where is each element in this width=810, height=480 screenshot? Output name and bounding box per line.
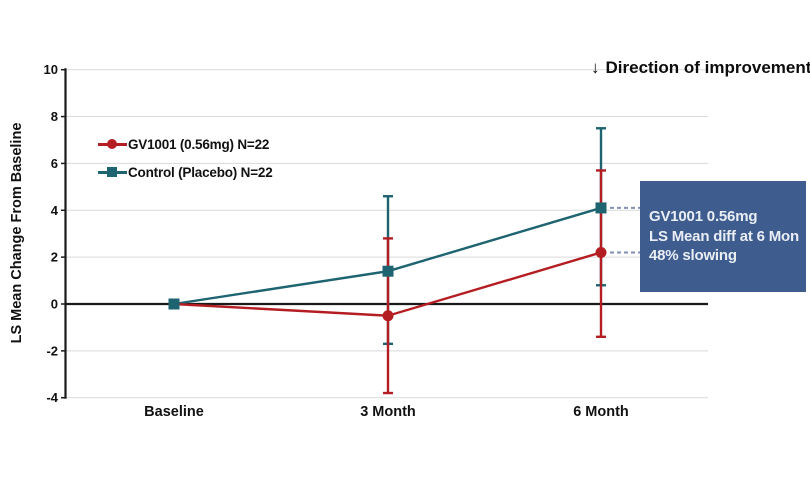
legend: GV1001 (0.56mg) N=22 Control (Placebo) N… [98,135,273,181]
annotation-line-drug: GV1001 0.56mg [649,208,758,226]
y-tick-label: -4 [46,390,58,405]
legend-label-gv1001: GV1001 (0.56mg) N=22 [128,136,270,152]
y-tick-label: 0 [51,297,58,312]
y-tick-label: -2 [46,343,58,358]
y-tick-label: 6 [51,156,58,171]
data-point-marker [382,310,394,322]
annotation-line-ls-mean-diff: LS Mean diff at 6 Mon [649,227,799,245]
data-point-marker [595,202,607,214]
y-axis-title: LS Mean Change From Baseline [9,122,25,344]
y-tick-label: 4 [51,203,59,218]
legend-label-control: Control (Placebo) N=22 [128,164,273,180]
y-tick-label: 8 [51,109,58,124]
x-tick-label: 6 Month [573,404,629,420]
direction-of-improvement-note: ↓ Direction of improvement [591,58,810,78]
x-tick-label: Baseline [144,404,204,420]
legend-item-gv1001: GV1001 (0.56mg) N=22 [98,135,273,153]
legend-item-control: Control (Placebo) N=22 [98,163,273,181]
data-point-marker [382,265,394,277]
x-tick-label: 3 Month [360,404,416,420]
gv1001-series-swatch-icon [98,138,127,150]
data-point-marker [595,246,607,258]
annotation-line-48pct-slowing: 48% slowing [649,247,737,265]
direction-note-text: Direction of improvement [605,58,810,77]
y-tick-label: 2 [51,250,58,265]
control-series-swatch-icon [98,166,127,178]
y-tick-label: 10 [44,62,58,77]
result-annotation-box: GV1001 0.56mg LS Mean diff at 6 Mon 48% … [640,181,806,292]
data-point-marker [168,298,180,310]
down-arrow-icon: ↓ [591,58,600,77]
